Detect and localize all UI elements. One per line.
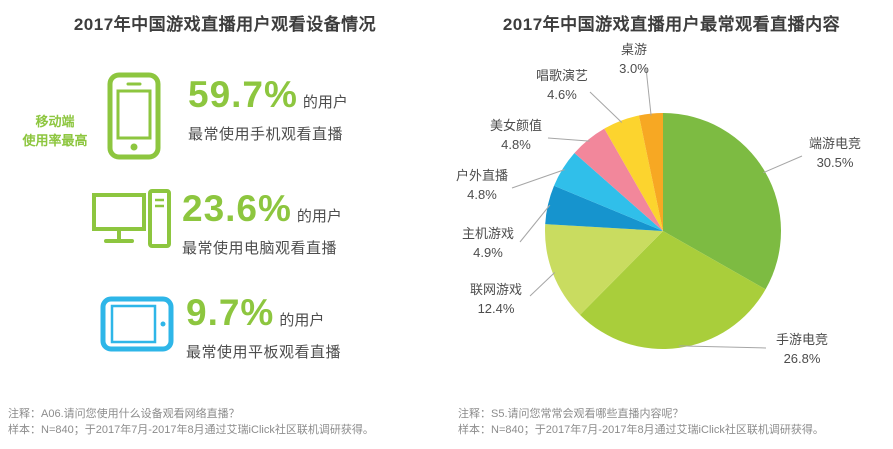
device-item-desktop: 23.6% 的用户 最常使用电脑观看直播 <box>90 186 435 290</box>
pie-label-value: 3.0% <box>619 61 649 76</box>
desktop-percent-suffix: 的用户 <box>296 208 342 225</box>
pie-label-value: 30.5% <box>817 155 854 170</box>
device-item-tablet: 9.7% 的用户 最常使用平板观看直播 <box>94 290 439 394</box>
pie-leader-line <box>519 204 551 243</box>
pie-label-value: 26.8% <box>784 351 821 366</box>
phone-percent: 59.7% <box>188 74 298 115</box>
pie-label-name: 手游电竞 <box>776 332 828 347</box>
pie-label-value: 4.8% <box>467 187 497 202</box>
device-percent-line: 23.6% 的用户 <box>182 188 342 230</box>
left-note-question: 注释：A06.请问您使用什么设备观看网络直播？ <box>8 408 240 420</box>
desktop-computer-icon <box>92 188 172 257</box>
pie-slice-6 <box>604 115 663 231</box>
tablet-icon <box>100 296 174 357</box>
pie-leader-line <box>645 67 652 116</box>
pie-label-name: 端游电竞 <box>809 136 861 151</box>
pie-leader-line <box>763 155 803 174</box>
desktop-percent: 23.6% <box>182 188 292 229</box>
pie-label-name: 主机游戏 <box>462 226 514 241</box>
tablet-description: 最常使用平板观看直播 <box>186 344 342 361</box>
left-chart-title: 2017年中国游戏直播用户观看设备情况 <box>73 15 377 34</box>
pie-label-value: 4.9% <box>473 245 503 260</box>
pie-leader-line <box>511 169 565 189</box>
content-panel: 2017年中国游戏直播用户最常观看直播内容 端游电竞 30.5% 手游电竞 26.8%… <box>450 0 893 449</box>
devices-panel: 2017年中国游戏直播用户观看设备情况 移动端 使用率最高 59.7% 的用户 最… <box>8 15 441 438</box>
mobile-highlight-label: 移动端 使用率最高 <box>12 112 98 150</box>
tablet-percent: 9.7% <box>186 292 275 333</box>
pie-slice-7 <box>638 113 663 231</box>
pie-slice-5 <box>574 128 663 231</box>
right-footnotes: 注释：S5.请问您常常会观看哪些直播内容呢？ 样本：N=840；于2017年7月… <box>458 406 824 438</box>
device-text-tablet: 9.7% 的用户 最常使用平板观看直播 <box>186 292 341 362</box>
device-item-phone: 59.7% 的用户 最常使用手机观看直播 <box>96 72 441 176</box>
device-percent-line: 9.7% 的用户 <box>186 292 341 334</box>
desktop-description: 最常使用电脑观看直播 <box>182 240 338 257</box>
right-chart-title: 2017年中国游戏直播用户最常观看直播内容 <box>502 15 841 34</box>
pie-slice-2 <box>545 224 663 315</box>
mobile-highlight-line2: 使用率最高 <box>22 133 88 148</box>
tablet-percent-suffix: 的用户 <box>279 312 325 329</box>
pie-slice-4 <box>554 153 663 231</box>
pie-leader-line <box>678 345 767 349</box>
pie-label-value: 12.4% <box>478 301 515 316</box>
pie-slice-1 <box>579 231 766 350</box>
right-note-question: 注释：S5.请问您常常会观看哪些直播内容呢？ <box>458 408 684 420</box>
pie-slice-0 <box>663 113 781 290</box>
pie-label-name: 桌游 <box>621 42 647 57</box>
pie-label-name: 联网游戏 <box>470 282 522 297</box>
device-text-desktop: 23.6% 的用户 最常使用电脑观看直播 <box>182 188 342 258</box>
pie-label-name: 美女颜值 <box>490 118 542 133</box>
left-footnotes: 注释：A06.请问您使用什么设备观看网络直播？ 样本：N=840；于2017年7… <box>8 406 374 438</box>
pie-chart: 端游电竞 30.5% 手游电竞 26.8% 联网游戏 12.4% 主机游戏 4.9% 户外直播 4… <box>456 42 861 366</box>
device-text-phone: 59.7% 的用户 最常使用手机观看直播 <box>188 74 348 144</box>
pie-leader-line <box>529 272 556 297</box>
pie-leader-line <box>589 91 623 123</box>
phone-description: 最常使用手机观看直播 <box>188 126 344 143</box>
pie-label-value: 4.6% <box>547 87 577 102</box>
pie-label-name: 唱歌演艺 <box>536 68 588 83</box>
right-note-sample: 样本：N=840；于2017年7月-2017年8月通过艾瑞iClick社区联机调… <box>458 424 824 436</box>
pie-leader-line <box>547 137 590 142</box>
mobile-highlight-line1: 移动端 <box>35 114 75 129</box>
pie-slice-3 <box>545 185 663 231</box>
device-percent-line: 59.7% 的用户 <box>188 74 348 116</box>
left-note-sample: 样本：N=840；于2017年7月-2017年8月通过艾瑞iClick社区联机调… <box>8 424 374 436</box>
smartphone-icon <box>106 72 162 165</box>
pie-label-value: 4.8% <box>501 137 531 152</box>
phone-percent-suffix: 的用户 <box>302 94 348 111</box>
pie-label-name: 户外直播 <box>456 168 508 183</box>
